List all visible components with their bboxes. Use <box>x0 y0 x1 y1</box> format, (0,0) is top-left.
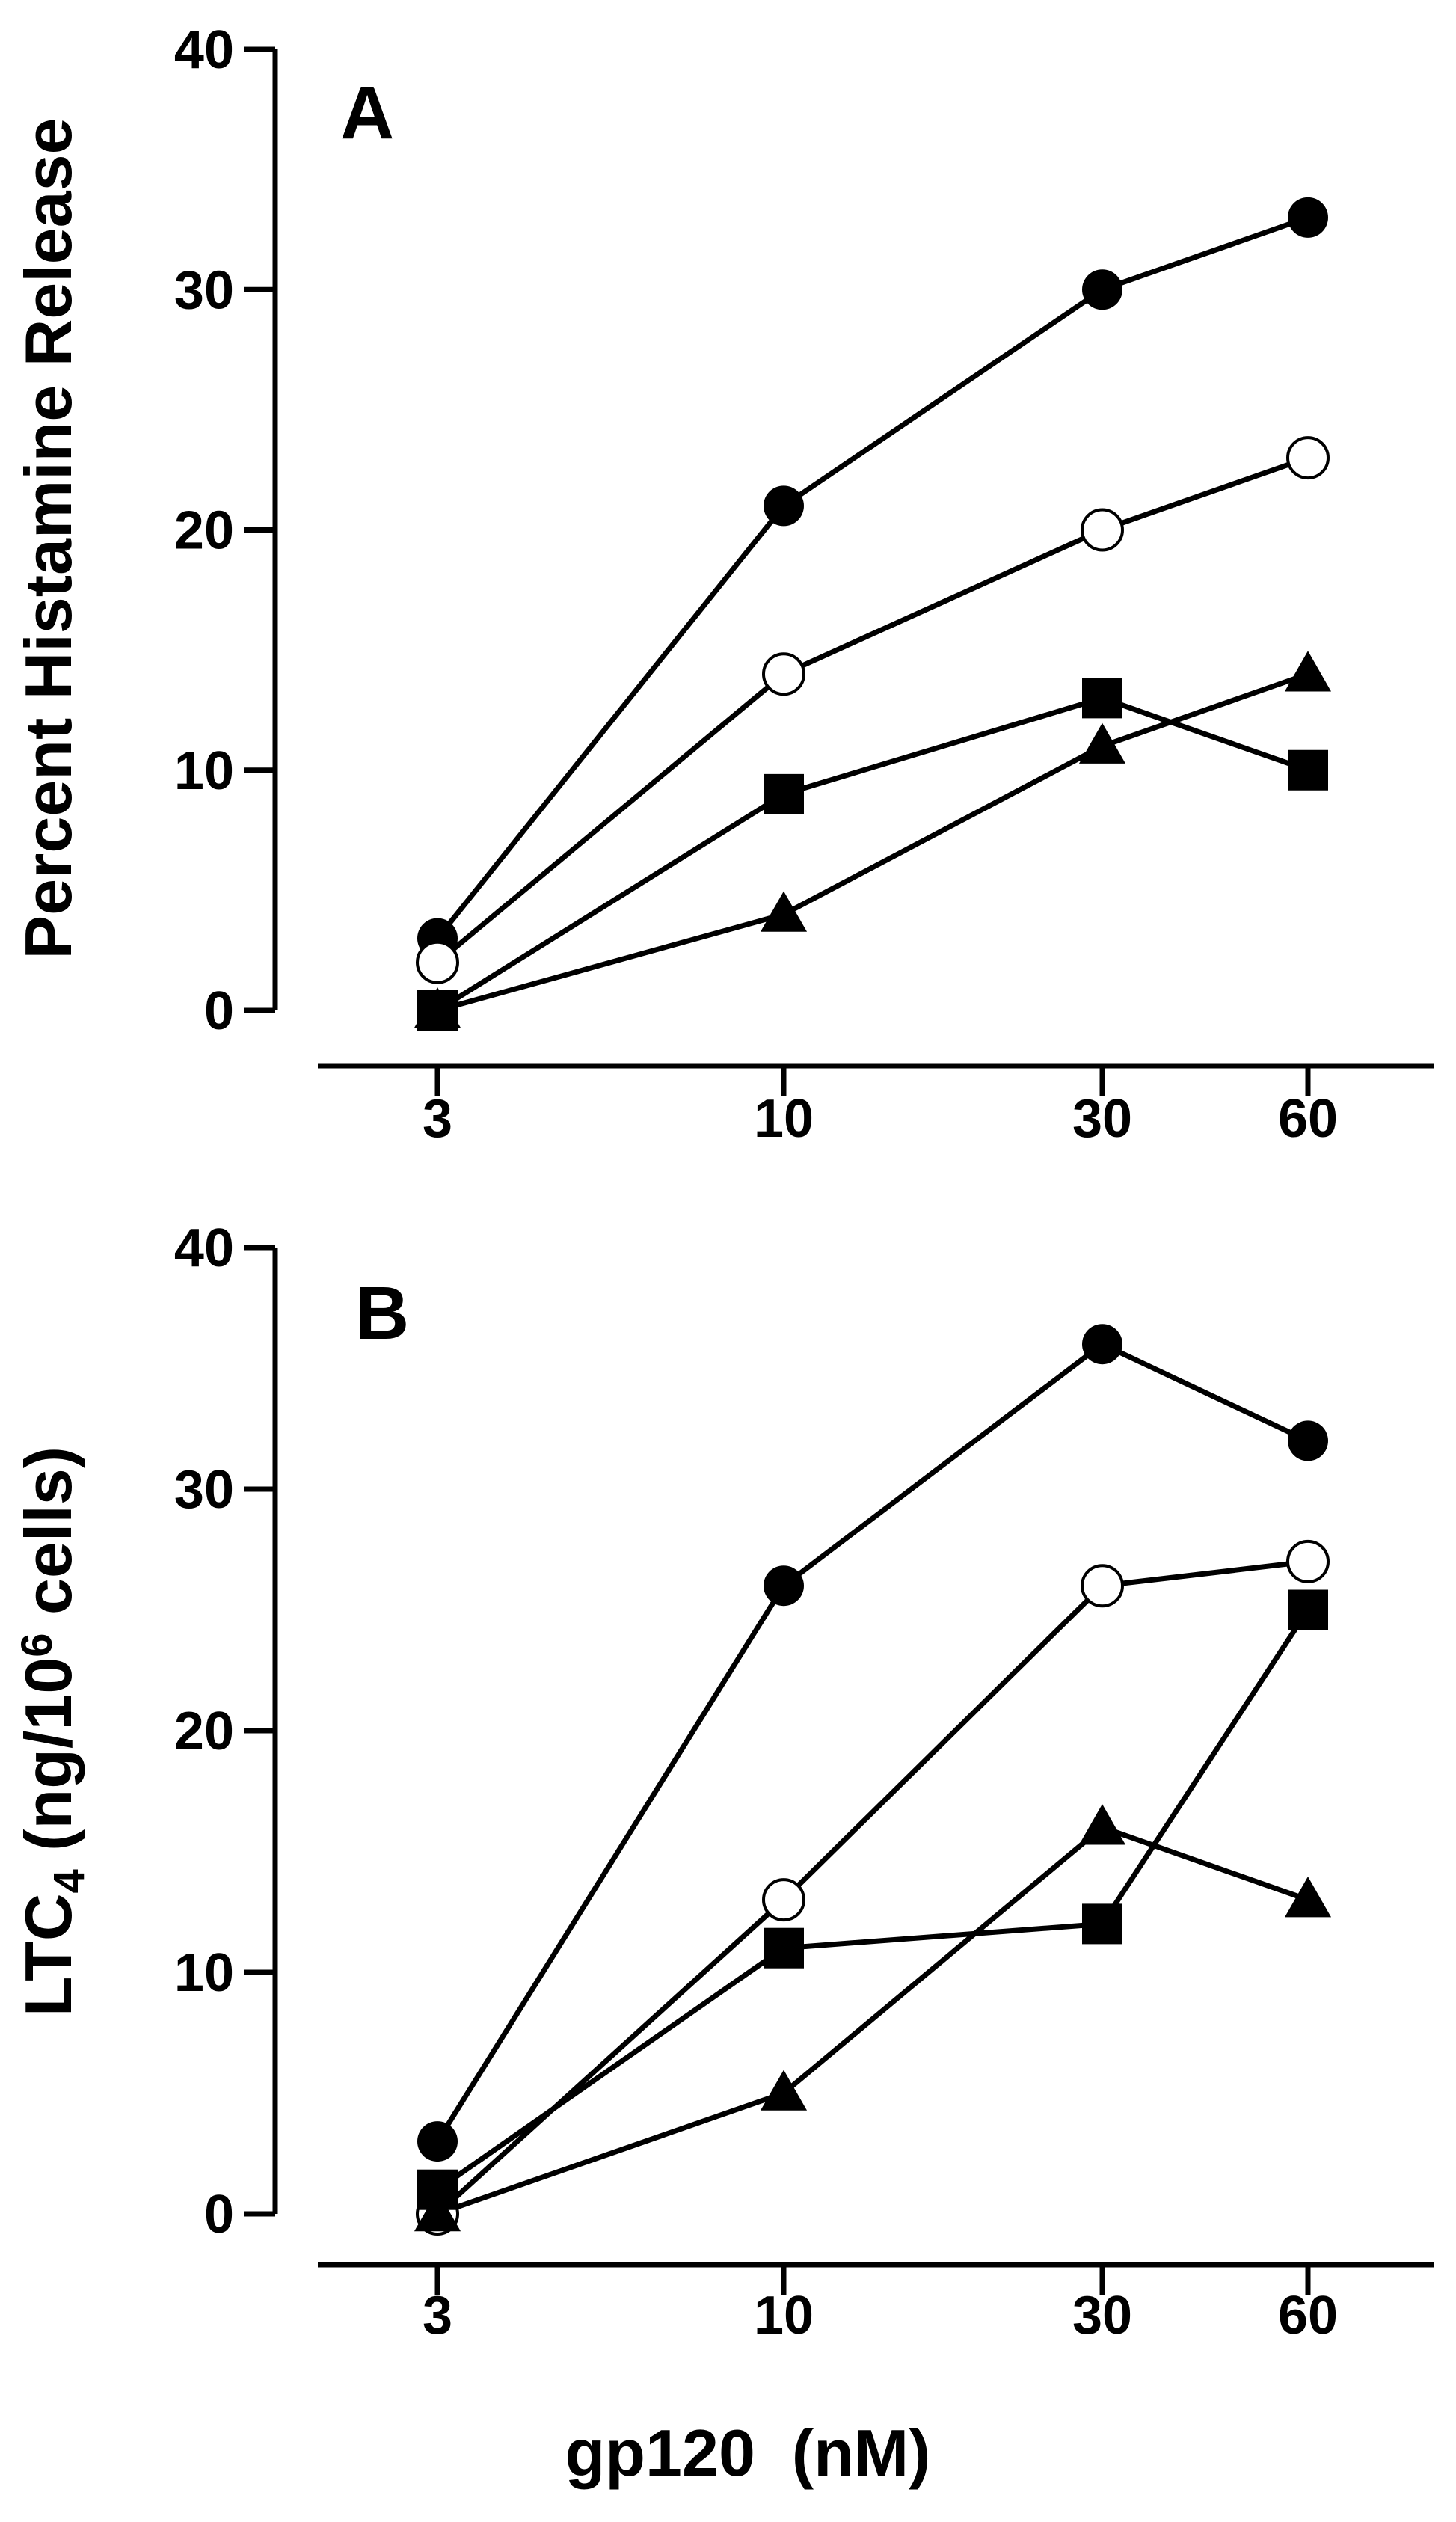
data-point-filled-square <box>764 773 804 814</box>
x-tick-label: 60 <box>1278 1089 1338 1149</box>
panel-a: 0 10 20 30 40 3 10 30 60 A Percent Histamine Relea… <box>11 20 1434 1149</box>
series-line-filled-square <box>435 1608 1310 2192</box>
series-line-filled-circle <box>435 215 1309 940</box>
series-line-filled-circle <box>435 1341 1309 2143</box>
data-point-open-circle <box>1286 1539 1330 1583</box>
series-line-filled-triangle <box>437 671 1309 1013</box>
data-point-filled-square <box>1082 678 1122 719</box>
data-point-filled-triangle <box>414 2190 461 2232</box>
series-line-filled-triangle <box>436 1824 1309 2217</box>
data-point-filled-circle <box>1288 1420 1328 1461</box>
y-tick-label: 30 <box>174 260 234 320</box>
data-point-open-circle <box>762 652 805 696</box>
x-tick-label: 10 <box>754 2286 814 2345</box>
data-point-filled-circle <box>1082 1324 1122 1365</box>
data-point-open-circle <box>762 1878 805 1922</box>
data-point-open-circle <box>416 940 459 984</box>
panel-b: 0 10 20 30 40 3 10 30 60 B LTC4 (ng/106 cells) <box>11 1218 1434 2345</box>
x-tick-label: 3 <box>423 1089 452 1149</box>
data-point-filled-circle <box>764 1565 804 1607</box>
data-point-filled-triangle <box>1078 1804 1126 1845</box>
data-point-filled-circle <box>1288 197 1328 238</box>
y-tick-label: 40 <box>174 20 234 80</box>
panel-label: B <box>355 1271 409 1355</box>
data-point-filled-circle <box>764 485 804 527</box>
data-point-filled-square <box>1288 1589 1328 1630</box>
data-point-filled-circle <box>417 2121 458 2162</box>
y-tick-label: 20 <box>174 501 234 561</box>
y-axis-title: Percent Histamine Release <box>11 117 85 959</box>
y-tick-label: 0 <box>204 981 234 1041</box>
x-tick-label: 60 <box>1278 2286 1338 2345</box>
data-point-open-circle <box>1081 508 1124 552</box>
x-tick-label: 3 <box>423 2286 452 2345</box>
data-point-filled-triangle <box>760 2070 808 2111</box>
data-point-filled-triangle <box>414 987 461 1028</box>
data-point-filled-triangle <box>1078 722 1126 764</box>
data-point-filled-square <box>1288 749 1328 791</box>
data-point-filled-triangle <box>1284 651 1332 692</box>
data-point-open-circle <box>1081 1564 1124 1608</box>
x-tick-label: 30 <box>1072 1089 1132 1149</box>
series-line-open-circle <box>435 455 1309 965</box>
data-point-open-circle <box>1286 436 1330 480</box>
data-point-filled-square <box>764 1927 804 1969</box>
series-line-open-circle <box>435 1559 1309 2216</box>
data-point-filled-square <box>1082 1903 1122 1945</box>
y-tick-label: 10 <box>174 741 234 801</box>
y-tick-label: 10 <box>174 1943 234 2003</box>
x-tick-label: 30 <box>1072 2286 1132 2345</box>
series-line-filled-square <box>436 695 1309 1013</box>
x-axis-title: gp120 (nM) <box>565 2416 931 2490</box>
panel-label: A <box>340 71 394 155</box>
y-tick-label: 40 <box>174 1218 234 1278</box>
data-point-filled-triangle <box>760 891 808 932</box>
y-axis-title: LTC4 (ng/106 cells) <box>11 1446 93 2016</box>
x-tick-label: 10 <box>754 1089 814 1149</box>
y-tick-label: 20 <box>174 1702 234 1761</box>
data-point-filled-circle <box>1082 269 1122 310</box>
data-point-filled-triangle <box>1284 1877 1332 1918</box>
y-tick-label: 30 <box>174 1460 234 1520</box>
y-tick-label: 0 <box>204 2185 234 2245</box>
